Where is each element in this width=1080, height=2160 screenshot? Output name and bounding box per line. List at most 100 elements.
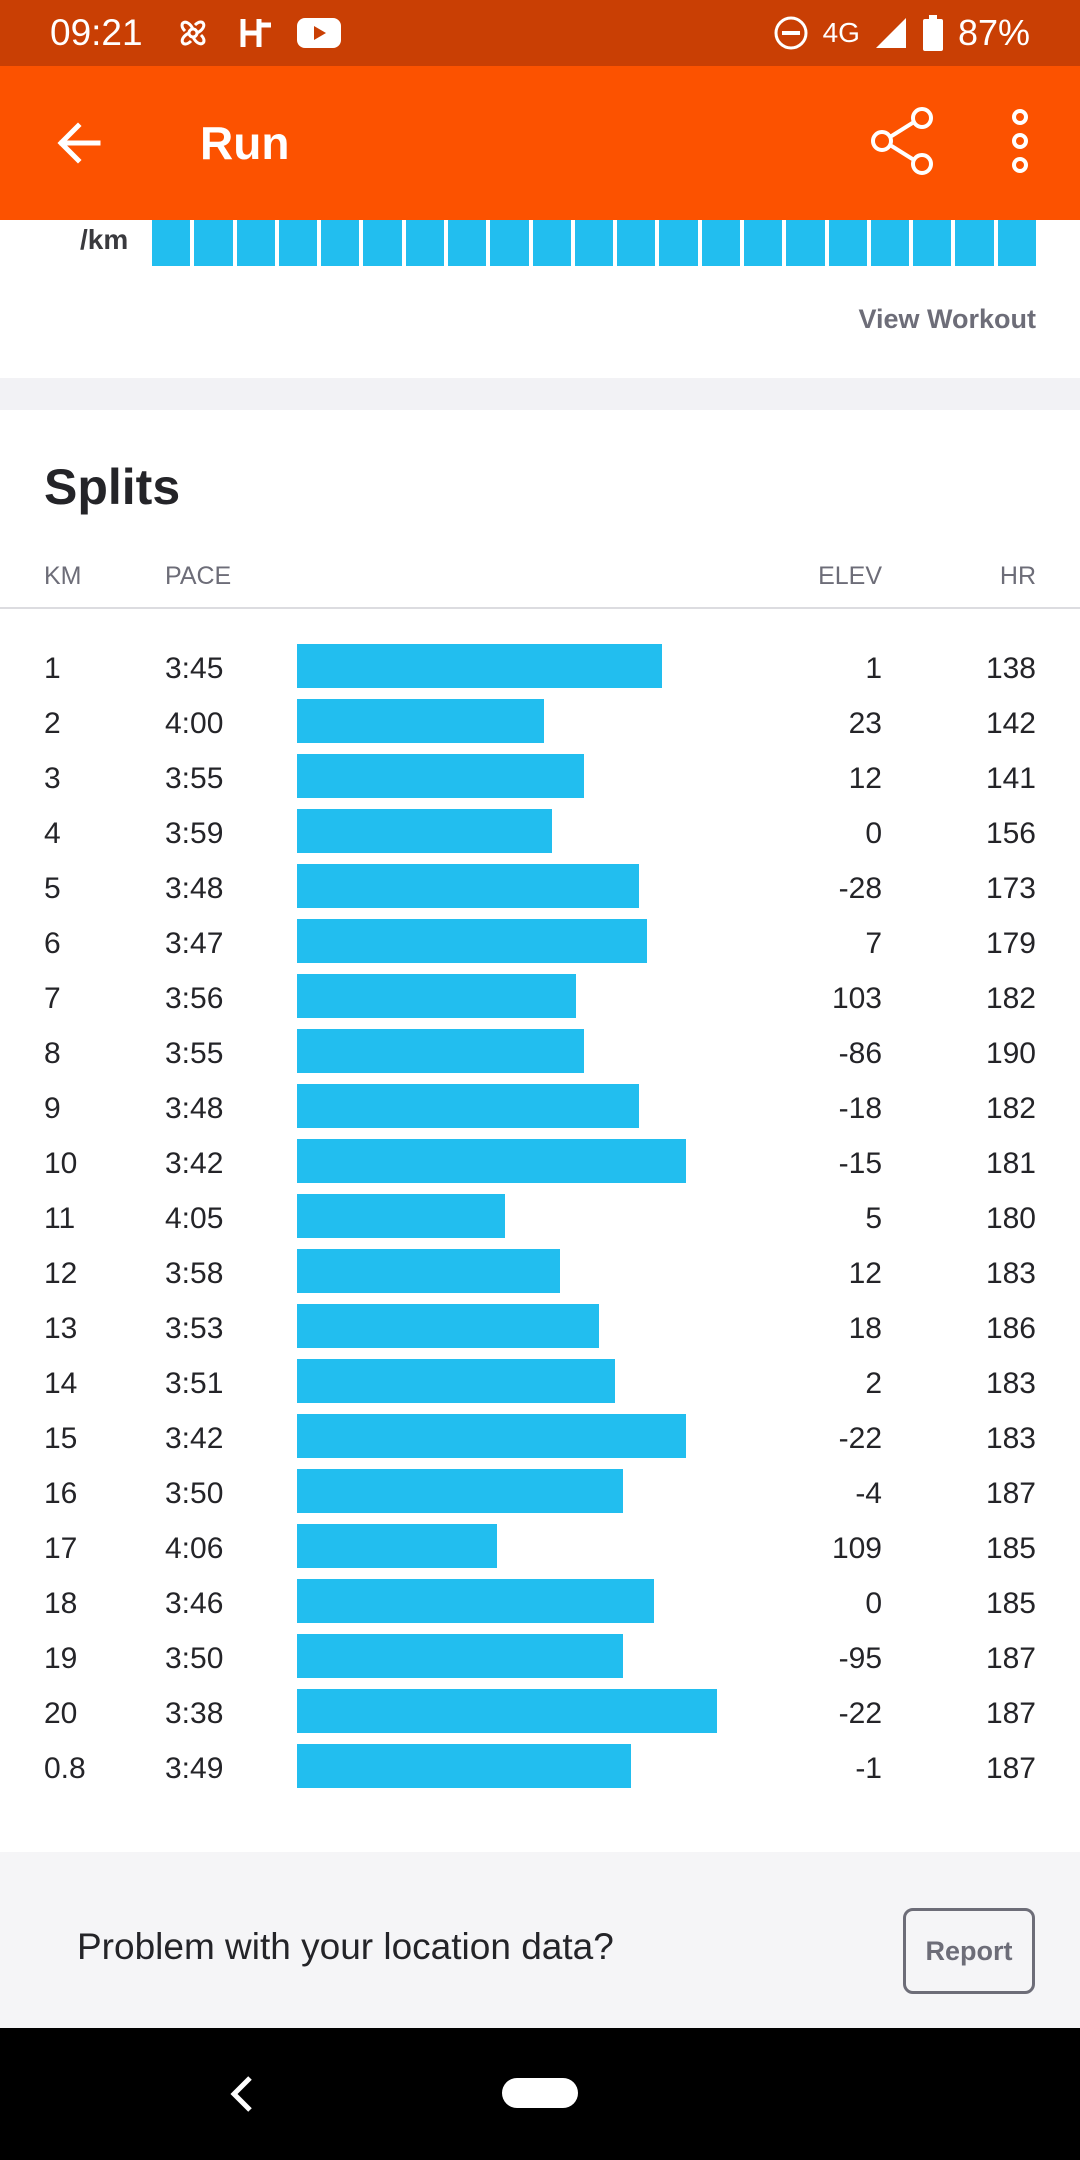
split-hr: 181 (985, 1147, 1036, 1180)
pace-strip-segment (194, 220, 233, 266)
table-row: 9 3:48 -18 182 (0, 1084, 1080, 1139)
split-pace: 3:50 (165, 1477, 224, 1510)
pace-strip-segment (490, 220, 529, 266)
table-row: 14 3:51 2 183 (0, 1359, 1080, 1414)
pace-strip-segment (321, 220, 360, 266)
table-row: 15 3:42 -22 183 (0, 1414, 1080, 1469)
split-hr: 187 (985, 1697, 1036, 1730)
split-elev: -28 (838, 872, 882, 905)
pace-strip-segment (405, 220, 444, 266)
table-row: 11 4:05 5 180 (0, 1194, 1080, 1249)
split-hr: 187 (985, 1752, 1036, 1785)
battery-level: 87% (957, 12, 1030, 53)
back-arrow-icon (57, 122, 101, 164)
table-row: 18 3:46 0 185 (0, 1579, 1080, 1634)
split-elev: 12 (848, 1257, 882, 1290)
split-pace-bar (297, 919, 647, 963)
split-hr: 185 (985, 1532, 1036, 1565)
split-hr: 190 (985, 1037, 1036, 1070)
section-divider (0, 378, 1080, 410)
more-vert-icon (1012, 109, 1028, 173)
split-pace: 3:48 (165, 872, 224, 905)
split-pace-bar (297, 1194, 505, 1238)
table-row: 4 3:59 0 156 (0, 809, 1080, 864)
split-pace-bar (297, 699, 545, 743)
col-header-km: KM (44, 562, 82, 590)
pace-strip-segment (152, 220, 191, 266)
split-km: 9 (44, 1092, 61, 1125)
split-km: 16 (44, 1477, 78, 1510)
table-row: 13 3:53 18 186 (0, 1304, 1080, 1359)
split-km: 15 (44, 1422, 78, 1455)
split-pace: 4:06 (165, 1532, 224, 1565)
split-elev: 103 (831, 982, 882, 1015)
split-pace: 3:47 (165, 927, 224, 960)
split-pace: 3:55 (165, 762, 224, 795)
pace-strip-segment (532, 220, 571, 266)
table-row: 6 3:47 7 179 (0, 919, 1080, 974)
split-hr: 185 (985, 1587, 1036, 1620)
share-button[interactable] (868, 106, 938, 176)
split-pace-bar (297, 1579, 655, 1623)
split-pace: 3:59 (165, 817, 224, 850)
nav-back-icon[interactable] (222, 2072, 262, 2116)
splits-title: Splits (44, 459, 181, 515)
split-hr: 182 (985, 982, 1036, 1015)
split-pace: 3:53 (165, 1312, 224, 1345)
system-nav-bar (0, 2028, 1080, 2160)
view-workout-link[interactable]: View Workout (858, 304, 1036, 334)
split-pace-bar (297, 864, 639, 908)
split-km: 0.8 (44, 1752, 86, 1785)
split-km: 2 (44, 707, 61, 740)
split-pace-bar (297, 1359, 616, 1403)
split-pace: 3:55 (165, 1037, 224, 1070)
app-bar: Run (0, 66, 1080, 220)
header-divider (0, 607, 1080, 609)
split-km: 7 (44, 982, 61, 1015)
split-pace-bar (297, 809, 553, 853)
split-pace-bar (297, 1469, 623, 1513)
h-icon (240, 19, 271, 47)
split-elev: -95 (838, 1642, 882, 1675)
split-hr: 142 (985, 707, 1036, 740)
pace-strip-segment (574, 220, 614, 266)
split-pace-bar (297, 1029, 584, 1073)
table-row: 17 4:06 109 185 (0, 1524, 1080, 1579)
split-pace-bar (297, 1689, 718, 1733)
split-km: 10 (44, 1147, 78, 1180)
signal-icon (875, 18, 906, 48)
split-km: 3 (44, 762, 61, 795)
table-row: 3 3:55 12 141 (0, 754, 1080, 809)
split-hr: 180 (985, 1202, 1036, 1235)
location-problem-text: Problem with your location data? (77, 1926, 614, 1967)
dnd-icon (774, 16, 808, 50)
split-km: 1 (44, 652, 61, 685)
pace-strip-segment (447, 220, 487, 266)
split-pace-bar (297, 974, 576, 1018)
back-button[interactable] (4, 66, 154, 220)
network-type: 4G (822, 17, 860, 48)
col-header-hr: HR (999, 562, 1036, 590)
pace-strip-segment (955, 220, 994, 266)
more-options-button[interactable] (1000, 106, 1040, 176)
split-pace: 3:51 (165, 1367, 224, 1400)
split-elev: 23 (848, 707, 882, 740)
split-pace-bar (297, 1139, 686, 1183)
split-pace-bar (297, 644, 663, 688)
pace-strip-segment (701, 220, 740, 266)
home-pill-icon[interactable] (502, 2078, 578, 2108)
split-pace: 3:42 (165, 1422, 224, 1455)
table-row: 1 3:45 1 138 (0, 644, 1080, 699)
split-elev: 2 (865, 1367, 882, 1400)
split-hr: 187 (985, 1642, 1036, 1675)
split-elev: 1 (865, 652, 882, 685)
split-elev: -86 (838, 1037, 882, 1070)
report-button[interactable]: Report (903, 1908, 1035, 1994)
split-hr: 186 (985, 1312, 1036, 1345)
table-row: 16 3:50 -4 187 (0, 1469, 1080, 1524)
battery-icon (922, 15, 943, 51)
split-hr: 183 (985, 1422, 1036, 1455)
split-km: 18 (44, 1587, 78, 1620)
status-left-icons (173, 13, 341, 53)
table-row: 10 3:42 -15 181 (0, 1139, 1080, 1194)
